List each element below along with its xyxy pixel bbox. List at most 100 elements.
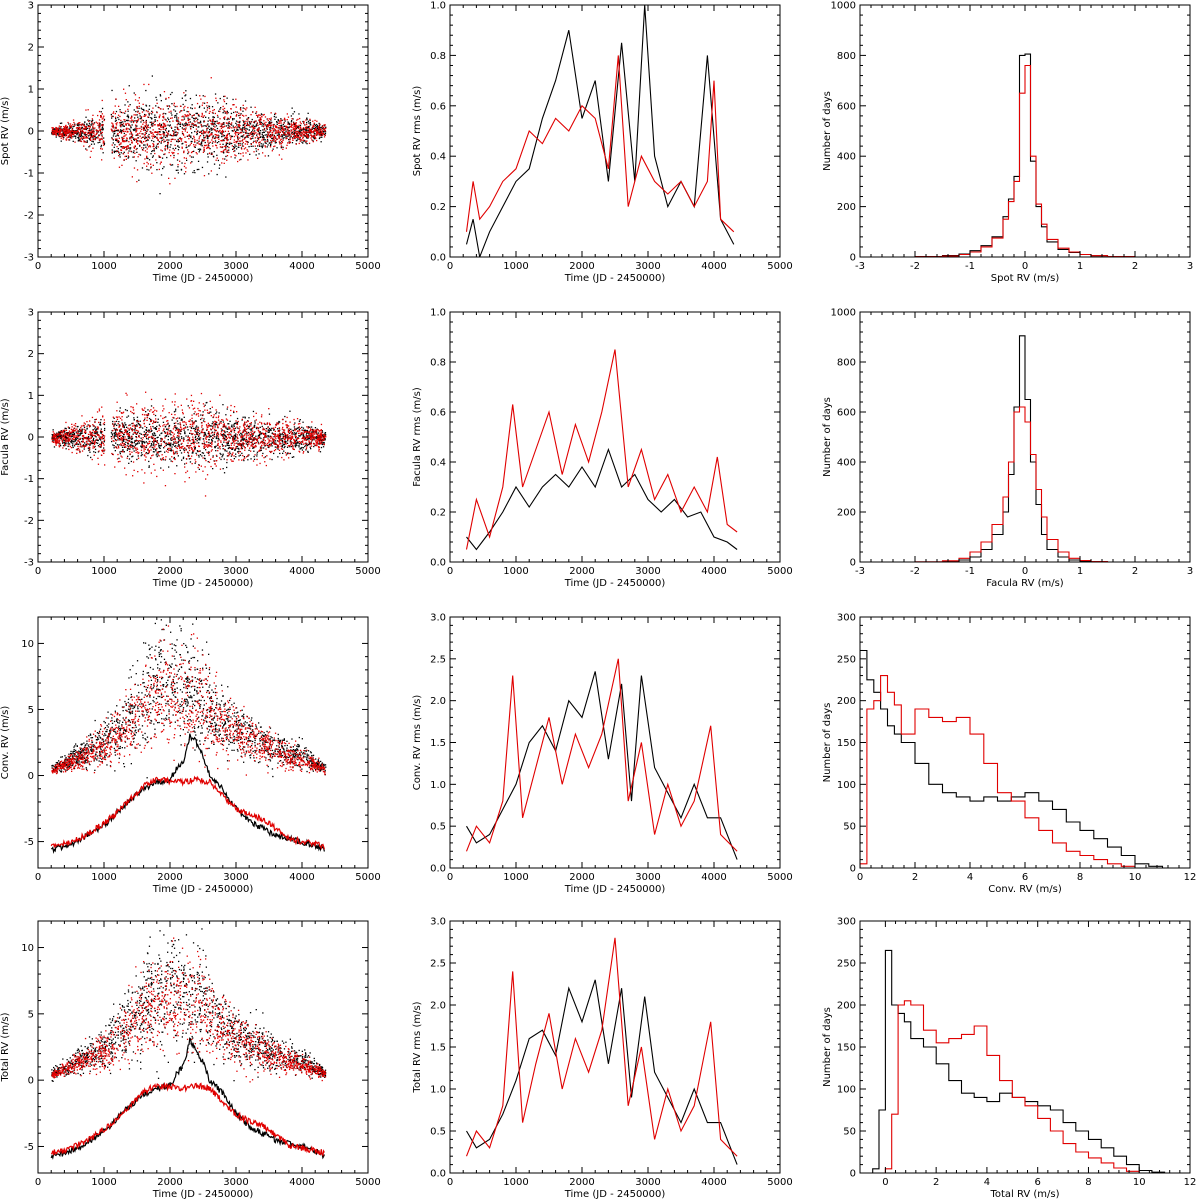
spot_rv-point xyxy=(80,140,83,143)
spot_rv-point xyxy=(225,103,228,105)
facula_rv-point xyxy=(152,444,154,446)
spot_rv-point xyxy=(201,114,203,116)
spot_rv-point xyxy=(308,130,311,132)
facula_rv-point xyxy=(151,441,154,443)
facula_rv-point xyxy=(112,444,114,446)
spot_rv-point xyxy=(144,138,146,140)
spot_rv-point xyxy=(313,135,315,138)
spot_rv-point xyxy=(164,136,167,139)
facula_rv-point xyxy=(182,448,185,450)
spot_rv-point xyxy=(78,124,80,126)
spot_rv-point xyxy=(250,106,252,108)
spot_rv-point xyxy=(252,135,254,137)
spot_rv-point xyxy=(203,149,205,152)
spot_rv-point xyxy=(276,132,278,134)
spot_rv-point xyxy=(281,119,283,121)
facula_rv-point xyxy=(279,452,281,455)
spot_rv-point xyxy=(218,141,220,143)
spot_rv-point xyxy=(76,124,79,127)
spot_rv-point xyxy=(137,134,139,136)
spot_rv-point xyxy=(219,108,221,110)
spot_rv-point xyxy=(165,98,167,100)
spot_rv-point xyxy=(122,153,125,155)
spot_rv-point xyxy=(122,147,124,149)
facula_rv-point xyxy=(147,413,150,415)
spot_rv-point xyxy=(95,121,97,123)
facula_rv-plot-area xyxy=(51,391,327,497)
spot_rv-point xyxy=(292,121,295,123)
spot_rv-point xyxy=(65,124,67,127)
spot_rv-point xyxy=(167,143,169,145)
facula_rv-point xyxy=(260,432,262,434)
spot_hist-ytick-label: 600 xyxy=(837,101,856,112)
spot_rv-point xyxy=(263,113,265,116)
facula_rv-point xyxy=(151,430,153,432)
facula_rv-point xyxy=(273,428,275,431)
spot_rv-point xyxy=(232,125,234,127)
spot_rv-ytick-label: -3 xyxy=(24,253,34,264)
spot_rv-point xyxy=(211,106,214,108)
spot_rv-point xyxy=(160,126,162,128)
spot_rv-point xyxy=(223,100,226,103)
spot_rv-point xyxy=(259,134,261,136)
spot_rv-point xyxy=(242,141,244,144)
spot_rv-point xyxy=(101,125,103,127)
spot_rv-point xyxy=(225,143,228,145)
spot_rv-point xyxy=(89,126,91,128)
spot_rv-point xyxy=(129,148,131,150)
spot_rv-point xyxy=(85,125,87,128)
facula_rv-point xyxy=(252,447,254,449)
facula_rv-point xyxy=(97,442,99,444)
spot_rv-point xyxy=(146,165,148,167)
facula_rv-point xyxy=(165,435,168,437)
facula_rv-point xyxy=(76,448,78,450)
facula_rv-point xyxy=(153,427,155,429)
spot_rv-point xyxy=(121,164,123,166)
facula_rv-point xyxy=(223,472,226,474)
spot_rv-point xyxy=(312,130,314,133)
facula_rv-point xyxy=(303,435,305,437)
spot_rv-point xyxy=(92,127,94,129)
spot_rv-point xyxy=(224,137,226,140)
facula_rv-point xyxy=(209,408,211,410)
spot_rv-point xyxy=(254,145,256,147)
facula_rv-point xyxy=(307,432,309,434)
facula_rv-point xyxy=(316,428,318,430)
spot_rv-point xyxy=(225,125,228,127)
spot_rv-point xyxy=(114,150,116,152)
facula_rv-point xyxy=(122,449,124,451)
spot_rv-point xyxy=(174,134,176,136)
spot_rv-point xyxy=(288,135,290,137)
facula_rv-point xyxy=(156,440,158,442)
facula_rv-point xyxy=(173,456,175,459)
facula_rv-point xyxy=(128,429,130,431)
spot_rv-point xyxy=(73,132,75,134)
facula_rv-point xyxy=(123,451,125,453)
facula_rv-point xyxy=(232,436,235,438)
spot_rv-plot-area xyxy=(51,75,327,195)
spot_rv-point xyxy=(137,137,140,139)
spot_rv-point xyxy=(270,112,272,114)
facula_rv-point xyxy=(59,434,61,436)
spot_rms-frame xyxy=(449,4,781,258)
spot_rv-point xyxy=(72,124,74,126)
facula_rv-point xyxy=(224,438,226,440)
spot_rv-point xyxy=(142,127,145,130)
spot_rv-point xyxy=(148,113,150,115)
spot_rv-point xyxy=(288,122,290,125)
spot_rv-point xyxy=(303,140,305,143)
spot_rv-point xyxy=(64,135,66,137)
spot_rv-point xyxy=(166,105,168,107)
facula_rv-point xyxy=(84,436,86,439)
facula_rv-point xyxy=(229,437,231,439)
facula_rv-point xyxy=(155,428,157,430)
spot_rv-point xyxy=(311,130,313,132)
facula_rv-point xyxy=(203,435,205,437)
spot_rv-point xyxy=(296,119,298,121)
spot_rv-point xyxy=(266,125,268,127)
spot_rv-point xyxy=(270,129,272,131)
spot_rv-point xyxy=(271,131,273,133)
spot_rv-point xyxy=(222,130,224,133)
spot_rv-point xyxy=(292,138,294,140)
